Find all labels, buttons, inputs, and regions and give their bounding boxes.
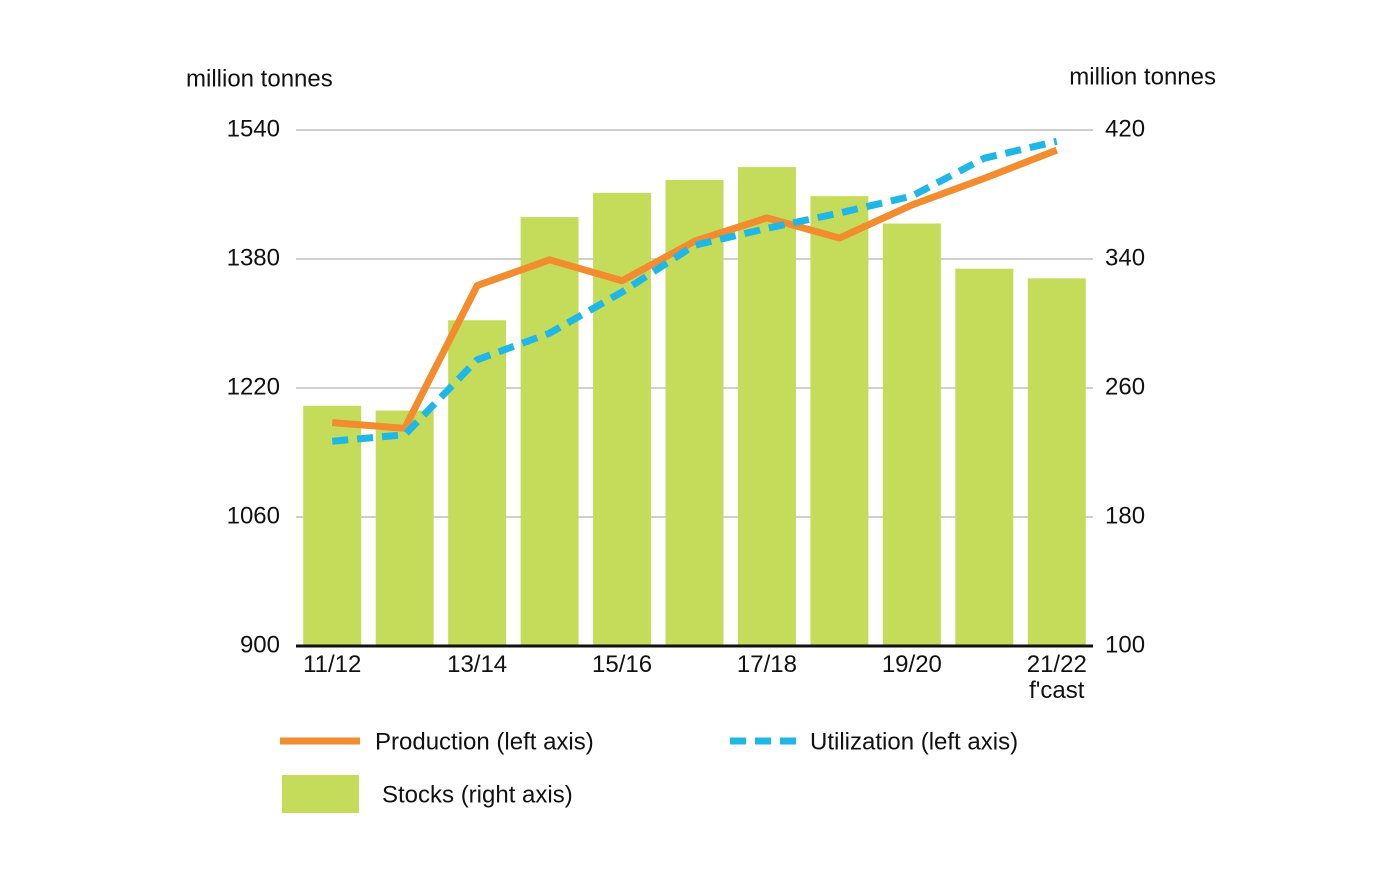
y2-tick-label: 260: [1105, 373, 1145, 400]
bar: [810, 196, 869, 647]
legend-label: Production (left axis): [375, 728, 594, 755]
bar: [303, 405, 362, 646]
x-tick-label: 11/12: [303, 651, 362, 678]
y2-tick-label: 100: [1105, 631, 1145, 658]
bar: [1027, 278, 1086, 646]
bar: [737, 167, 796, 646]
line: [331, 146, 1059, 432]
x-tick-label: 15/16: [592, 651, 653, 678]
bar: [882, 223, 941, 646]
y2-axis-label: million tonnes: [1069, 63, 1216, 90]
bar: [520, 217, 579, 646]
legend-label: Utilization (left axis): [810, 728, 1018, 755]
y-tick-label: 1380: [227, 244, 280, 271]
bar: [593, 192, 652, 646]
y-tick-label: 1060: [227, 502, 280, 529]
x-tick-label: 13/14: [447, 651, 508, 678]
legend-label: Stocks (right axis): [382, 781, 573, 808]
legend-swatch: [282, 775, 359, 813]
y-tick-label: 900: [240, 631, 280, 658]
bar: [375, 410, 434, 646]
y2-tick-label: 340: [1105, 244, 1145, 271]
bar: [448, 320, 507, 646]
y-tick-label: 1540: [227, 115, 280, 142]
bar: [955, 268, 1014, 646]
x-tick-label: 17/18: [736, 651, 797, 678]
y2-tick-label: 180: [1105, 502, 1145, 529]
x-tick-label: 21/22 f'cast: [1026, 651, 1087, 704]
x-tick-label: 19/20: [881, 651, 942, 678]
y2-tick-label: 420: [1105, 115, 1145, 142]
y-axis-label: million tonnes: [186, 65, 333, 92]
y-tick-label: 1220: [227, 373, 280, 400]
